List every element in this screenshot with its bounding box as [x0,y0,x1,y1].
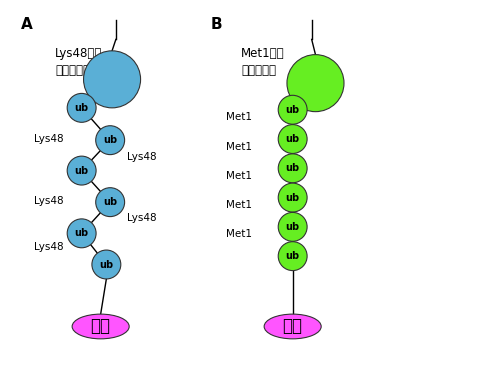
Circle shape [278,154,307,183]
Text: ub: ub [74,103,89,113]
Text: ub: ub [99,260,114,270]
Text: ub: ub [74,228,89,238]
Text: Met1: Met1 [226,112,252,122]
Circle shape [278,95,307,124]
Circle shape [287,55,344,112]
Circle shape [278,124,307,154]
Text: 底物: 底物 [91,318,111,336]
Text: A: A [21,16,33,32]
Circle shape [96,188,124,217]
Text: ub: ub [286,193,300,203]
Text: ub: ub [74,165,89,175]
Text: Met1: Met1 [226,171,252,181]
Text: Met1: Met1 [226,200,252,210]
Text: ub: ub [286,251,300,261]
Text: Lys48: Lys48 [126,213,156,223]
Text: Met1特异
性结合蛋白: Met1特异 性结合蛋白 [242,47,285,77]
Text: 底物: 底物 [283,318,303,336]
Text: Lys48: Lys48 [34,242,64,252]
Text: ub: ub [286,222,300,232]
Circle shape [278,183,307,212]
Text: Met1: Met1 [226,142,252,152]
Ellipse shape [264,314,321,339]
Circle shape [96,126,124,155]
Ellipse shape [72,314,129,339]
Text: Lys48: Lys48 [34,196,64,206]
Text: Lys48: Lys48 [126,152,156,162]
Text: ub: ub [103,197,117,207]
Text: Lys48特异
性结合蛋白: Lys48特异 性结合蛋白 [55,47,102,77]
Text: ub: ub [286,163,300,173]
Text: ub: ub [286,134,300,144]
Text: Lys48: Lys48 [34,134,64,144]
Circle shape [83,51,140,108]
Text: Met1: Met1 [226,229,252,239]
Text: ub: ub [103,135,117,145]
Circle shape [67,156,96,185]
Text: ub: ub [286,105,300,115]
Circle shape [278,242,307,270]
Text: B: B [211,16,223,32]
Circle shape [92,250,121,279]
Circle shape [67,219,96,248]
Circle shape [67,93,96,122]
Circle shape [278,213,307,241]
